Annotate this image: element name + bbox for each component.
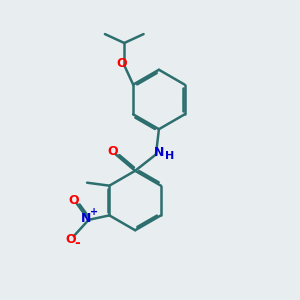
Text: N: N	[154, 146, 165, 160]
Text: O: O	[65, 233, 76, 246]
Text: H: H	[165, 151, 174, 161]
Text: O: O	[117, 57, 127, 70]
Text: O: O	[68, 194, 79, 207]
Text: +: +	[90, 206, 98, 217]
Text: O: O	[107, 145, 118, 158]
Text: N: N	[80, 212, 91, 225]
Text: -: -	[74, 236, 80, 250]
